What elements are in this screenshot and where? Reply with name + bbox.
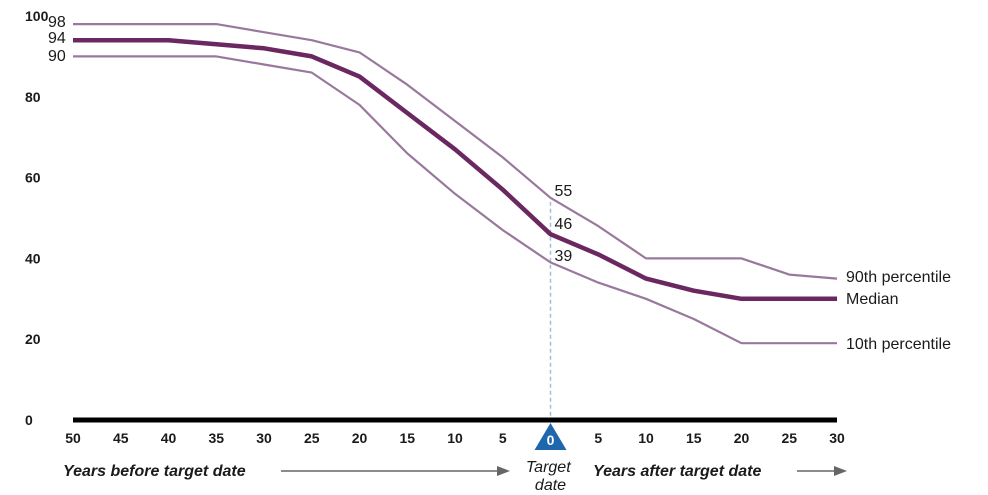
series-label: 90th percentile <box>846 269 951 286</box>
series-lines <box>73 23 838 345</box>
arrow-right-icon <box>834 466 847 476</box>
start-value-label: 94 <box>48 30 66 47</box>
target-value-label: 46 <box>555 216 573 233</box>
series-label: 10th percentile <box>846 336 951 353</box>
x-tick-label: 30 <box>829 430 845 446</box>
x-tick-label: 25 <box>781 430 797 446</box>
target-date-marker-icon <box>534 423 567 450</box>
x-tick-label: 50 <box>65 430 81 446</box>
y-tick-label: 100 <box>25 8 49 24</box>
target-marker-label: 0 <box>547 432 555 448</box>
x-tick-label: 40 <box>161 430 177 446</box>
x-tick-label: 10 <box>638 430 654 446</box>
x-tick-label: 10 <box>447 430 463 446</box>
x-tick-label: 5 <box>499 430 507 446</box>
x-tick-label: 20 <box>734 430 750 446</box>
target-date-label-line-2: date <box>535 477 566 494</box>
x-axis-label-after: Years after target date <box>593 463 761 480</box>
series-line-10th-percentile <box>73 55 837 345</box>
x-tick-label: 45 <box>113 430 129 446</box>
series-end-labels: 90th percentile Median 10th percentile <box>846 269 951 353</box>
series-line-median <box>73 37 837 302</box>
target-value-labels: 55 46 39 <box>555 183 573 265</box>
y-tick-label: 0 <box>25 412 33 428</box>
x-tick-label: 35 <box>208 430 224 446</box>
x-tick-label: 30 <box>256 430 272 446</box>
y-tick-label: 80 <box>25 89 41 105</box>
y-tick-label: 20 <box>25 331 41 347</box>
series-line-90th-percentile <box>73 23 838 280</box>
start-value-label: 90 <box>48 48 66 65</box>
y-tick-label: 40 <box>25 250 41 266</box>
y-axis-ticks: 0 20 40 60 80 100 <box>25 8 49 428</box>
x-axis-label-before: Years before target date <box>63 463 246 480</box>
x-tick-label: 15 <box>686 430 702 446</box>
series-label: Median <box>846 291 898 308</box>
target-value-label: 39 <box>555 248 573 265</box>
x-tick-label: 15 <box>399 430 415 446</box>
start-value-label: 98 <box>48 14 66 31</box>
x-tick-label: 5 <box>594 430 602 446</box>
target-date-label: Target date <box>526 459 575 494</box>
y-tick-label: 60 <box>25 170 41 186</box>
x-axis-ticks: 50 45 40 35 30 25 20 15 10 5 5 10 15 20 25 30 <box>65 430 845 446</box>
x-tick-label: 20 <box>352 430 368 446</box>
arrow-right-icon <box>497 466 510 476</box>
target-value-label: 55 <box>555 183 573 200</box>
target-date-label-line-1: Target <box>526 459 571 476</box>
x-tick-label: 25 <box>304 430 320 446</box>
